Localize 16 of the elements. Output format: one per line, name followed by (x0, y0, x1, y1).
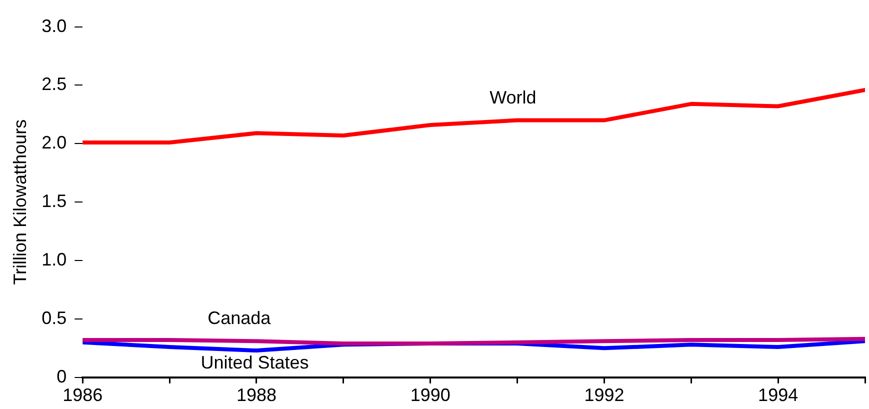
x-tick-label: 1994 (758, 385, 798, 406)
x-tick-label: 1992 (584, 385, 624, 406)
series-label: Canada (208, 308, 272, 328)
y-tick-label: 1.0 (42, 250, 67, 270)
series-label: World (490, 87, 536, 108)
x-tick-label: 1988 (236, 385, 277, 406)
x-tick-label: 1986 (62, 385, 103, 406)
y-tick-label: 0 (56, 366, 67, 386)
y-tick-label: 2.5 (42, 74, 67, 94)
y-tick-label: 1.5 (42, 191, 67, 212)
y-tick-label: 0.5 (42, 308, 67, 328)
series-label: United States (200, 352, 309, 372)
y-axis-title: Trillion Kilowatthours (10, 119, 30, 285)
y-tick-label: 3.0 (42, 16, 67, 36)
x-tick-label: 1990 (410, 385, 450, 406)
y-tick-label: 2.0 (42, 132, 67, 153)
